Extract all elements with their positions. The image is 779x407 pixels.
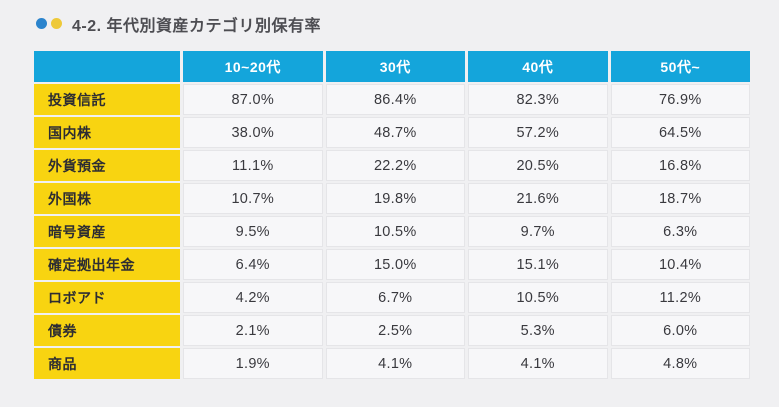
row-label: ロボアド (34, 282, 180, 313)
value-cell: 11.1% (183, 150, 323, 181)
section-title: 4-2. 年代別資産カテゴリ別保有率 (72, 17, 322, 35)
row-label: 外貨預金 (34, 150, 180, 181)
value-cell: 11.2% (610, 282, 750, 313)
value-cell: 19.8% (325, 183, 465, 214)
row-label: 確定拠出年金 (34, 249, 180, 280)
value-cell: 48.7% (325, 117, 465, 148)
section-title-row: 4-2. 年代別資産カテゴリ別保有率 (0, 0, 779, 35)
row-label: 国内株 (34, 117, 180, 148)
holdings-table: 10~20代 30代 40代 50代~ 投資信託 87.0% 86.4% 82.3% 76.9%… (34, 51, 750, 379)
value-cell: 87.0% (183, 84, 323, 115)
value-cell: 76.9% (610, 84, 750, 115)
value-cell: 38.0% (183, 117, 323, 148)
value-cell: 10.5% (325, 216, 465, 247)
value-cell: 57.2% (468, 117, 608, 148)
value-cell: 82.3% (468, 84, 608, 115)
column-header-4: 50代~ (610, 51, 750, 82)
value-cell: 9.5% (183, 216, 323, 247)
value-cell: 15.0% (325, 249, 465, 280)
value-cell: 21.6% (468, 183, 608, 214)
column-header-2: 30代 (325, 51, 465, 82)
row-label: 暗号資産 (34, 216, 180, 247)
value-cell: 9.7% (468, 216, 608, 247)
row-label: 投資信託 (34, 84, 180, 115)
value-cell: 2.1% (183, 315, 323, 346)
value-cell: 6.4% (183, 249, 323, 280)
value-cell: 10.4% (610, 249, 750, 280)
value-cell: 10.7% (183, 183, 323, 214)
value-cell: 18.7% (610, 183, 750, 214)
value-cell: 4.1% (325, 348, 465, 379)
value-cell: 5.3% (468, 315, 608, 346)
value-cell: 6.0% (610, 315, 750, 346)
value-cell: 86.4% (325, 84, 465, 115)
value-cell: 4.1% (468, 348, 608, 379)
value-cell: 4.2% (183, 282, 323, 313)
value-cell: 10.5% (468, 282, 608, 313)
value-cell: 20.5% (468, 150, 608, 181)
value-cell: 15.1% (468, 249, 608, 280)
value-cell: 6.7% (325, 282, 465, 313)
column-header-1: 10~20代 (183, 51, 323, 82)
value-cell: 16.8% (610, 150, 750, 181)
row-label: 債券 (34, 315, 180, 346)
value-cell: 2.5% (325, 315, 465, 346)
value-cell: 4.8% (610, 348, 750, 379)
value-cell: 22.2% (325, 150, 465, 181)
value-cell: 64.5% (610, 117, 750, 148)
table-corner-cell (34, 51, 180, 82)
value-cell: 6.3% (610, 216, 750, 247)
row-label: 商品 (34, 348, 180, 379)
row-label: 外国株 (34, 183, 180, 214)
blue-dot-icon (36, 18, 47, 29)
yellow-dot-icon (51, 18, 62, 29)
column-header-3: 40代 (468, 51, 608, 82)
value-cell: 1.9% (183, 348, 323, 379)
